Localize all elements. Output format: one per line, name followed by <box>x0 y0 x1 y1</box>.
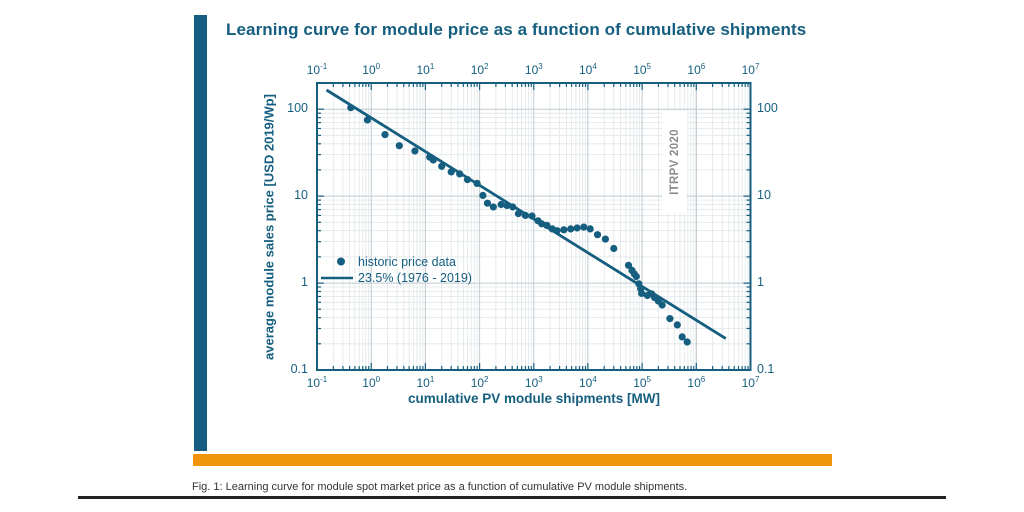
y-axis-title: average module sales price [USD 2019/Wp] <box>258 83 280 370</box>
y-tick-label: 0.1 <box>290 362 308 376</box>
legend-markers <box>321 257 353 280</box>
x-tick-label: 107 <box>741 62 760 77</box>
x-tick-label: 105 <box>633 62 651 77</box>
itrpv-watermark: ITRPV 2020 <box>662 111 687 213</box>
y-axis-title-text: average module sales price [USD 2019/Wp] <box>261 93 277 360</box>
x-tick-label: 101 <box>416 375 435 390</box>
x-tick-label: 105 <box>633 375 651 390</box>
x-tick-label: 100 <box>362 62 381 77</box>
x-tick-label: 103 <box>524 375 543 390</box>
y-tick-label: 100 <box>287 101 308 116</box>
y-tick-label: 10 <box>757 188 771 203</box>
x-tick-label: 102 <box>470 62 489 77</box>
x-tick-label: 101 <box>416 62 435 77</box>
scatter-points <box>347 104 691 346</box>
x-tick-label: 103 <box>524 62 543 77</box>
x-tick-label: 102 <box>470 375 489 390</box>
x-tick-label: 106 <box>687 375 706 390</box>
legend-label-learning-rate: 23.5% (1976 - 2019) <box>358 271 472 285</box>
page-divider-rule <box>78 496 946 499</box>
x-tick-label: 104 <box>578 375 597 390</box>
grid-major <box>317 83 751 370</box>
left-accent-bar <box>194 15 207 451</box>
x-axis-title: cumulative PV module shipments [MW] <box>407 391 661 406</box>
y-tick-label: 0.1 <box>757 362 775 376</box>
x-tick-label: 106 <box>687 62 706 77</box>
x-tick-label: 107 <box>741 375 760 390</box>
legend-label-historic-data: historic price data <box>358 255 456 269</box>
chart-title: Learning curve for module price as a fun… <box>226 20 807 39</box>
y-tick-label: 10 <box>294 188 308 203</box>
y-tick-label: 1 <box>301 275 308 290</box>
y-tick-label: 100 <box>757 101 778 116</box>
bottom-accent-bar <box>193 454 832 466</box>
figure-caption: Fig. 1: Learning curve for module spot m… <box>192 481 688 493</box>
x-tick-label: 10-1 <box>306 62 328 77</box>
x-tick-label: 100 <box>362 375 381 390</box>
plot-border <box>316 82 752 371</box>
itrpv-watermark-text: ITRPV 2020 <box>668 129 681 195</box>
x-tick-label: 104 <box>578 62 597 77</box>
legend-marker-dot <box>337 257 345 266</box>
y-tick-label: 1 <box>757 275 764 290</box>
x-tick-label: 10-1 <box>306 375 328 390</box>
